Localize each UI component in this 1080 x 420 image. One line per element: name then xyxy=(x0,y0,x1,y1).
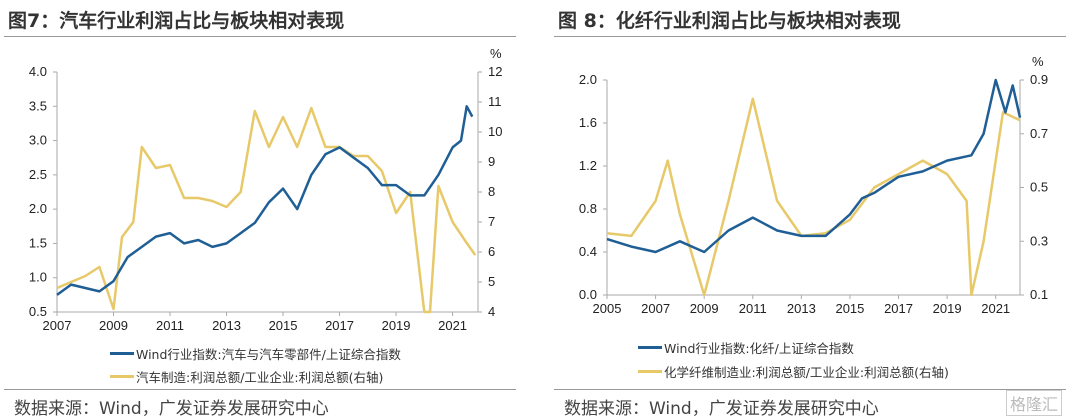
y-right-tick-label: 9 xyxy=(488,154,495,169)
y-left-tick-label: 1.0 xyxy=(29,270,47,285)
chart-title: 图7：汽车行业利润占比与板块相对表现 xyxy=(8,10,345,32)
divider xyxy=(4,36,516,37)
chart-7: 0.5 1.0 1.5 2.0 2.5 3.0 3.5 4.0 4 5 6 7 8 9 10 11 12% 200… xyxy=(29,46,503,333)
divider xyxy=(4,389,516,390)
x-tick-label: 2013 xyxy=(212,318,241,333)
x-tick-label: 2007 xyxy=(43,318,72,333)
chart-title: 图 8：化纤行业利润占比与板块相对表现 xyxy=(558,10,901,32)
y-left-tick-label: 2.0 xyxy=(579,72,597,87)
y-right-tick-label: 11 xyxy=(488,94,502,109)
watermark: 格隆汇 xyxy=(1005,390,1062,416)
y-left-tick-label: 2.5 xyxy=(29,167,47,182)
y-right-tick-label: 0.1 xyxy=(1030,287,1048,302)
x-tick-label: 2017 xyxy=(884,301,913,316)
x-tick-label: 2021 xyxy=(981,301,1010,316)
divider xyxy=(554,389,1066,390)
legend-swatch xyxy=(638,346,662,349)
y-left-tick-label: 0.4 xyxy=(579,244,597,259)
y-left-tick-label: 0.8 xyxy=(579,201,597,216)
y-left-tick-label: 3.5 xyxy=(29,98,47,113)
x-tick-label: 2019 xyxy=(382,318,411,333)
y-right-tick-label: 8 xyxy=(488,184,495,199)
legend-swatch xyxy=(638,370,662,373)
series-line-yellow xyxy=(56,106,477,314)
legend-label: Wind行业指数:化纤/上证综合指数 xyxy=(664,341,854,356)
chart-8: 0.0 0.4 0.8 1.2 1.6 2.0 0.1 0.3 0.5 0.7 0.9% 2005 20… xyxy=(579,54,1048,316)
y-right-tick-label: 0.5 xyxy=(1030,180,1048,195)
x-tick-label: 2007 xyxy=(641,301,670,316)
source-note: 数据来源：Wind，广发证券发展研究中心 xyxy=(14,399,329,419)
y-right-tick-label: 0.9 xyxy=(1030,72,1048,87)
legend-item: Wind行业指数:汽车与汽车零部件/上证综合指数 xyxy=(110,344,401,363)
y-right-unit: % xyxy=(490,46,502,61)
x-tick-label: 2015 xyxy=(835,301,864,316)
x-tick-label: 2005 xyxy=(593,301,622,316)
legend-label: 汽车制造:利润总额/工业企业:利润总额(右轴) xyxy=(136,370,384,385)
legend-item: 化学纤维制造业:利润总额/工业企业:利润总额(右轴) xyxy=(638,362,949,381)
y-left-tick-label: 0.0 xyxy=(579,287,597,302)
x-tick-label: 2009 xyxy=(99,318,128,333)
x-tick-label: 2019 xyxy=(933,301,962,316)
y-right-unit: % xyxy=(1032,54,1044,69)
x-tick-label: 2009 xyxy=(690,301,719,316)
y-left-tick-label: 3.0 xyxy=(29,133,47,148)
y-right-tick-label: 0.7 xyxy=(1030,126,1048,141)
y-right-tick-label: 4 xyxy=(488,304,495,319)
chart-panel-7: 图7：汽车行业利润占比与板块相对表现 0.5 1.0 1.5 2.0 2.5 3.0 3.5… xyxy=(0,0,520,420)
legend-swatch xyxy=(110,375,134,378)
y-left-tick-label: 4.0 xyxy=(29,64,47,79)
x-tick-label: 2015 xyxy=(269,318,298,333)
x-tick-label: 2021 xyxy=(438,318,467,333)
legend-swatch xyxy=(110,352,134,355)
series-line-blue xyxy=(606,78,1022,254)
legend-item: Wind行业指数:化纤/上证综合指数 xyxy=(638,338,854,357)
legend-item: 汽车制造:利润总额/工业企业:利润总额(右轴) xyxy=(110,367,383,386)
y-left-tick-label: 1.6 xyxy=(579,115,597,130)
y-right-tick-label: 12 xyxy=(488,64,502,79)
y-right-tick-label: 5 xyxy=(488,274,495,289)
y-left-tick-label: 1.2 xyxy=(579,158,597,173)
y-left-tick-label: 1.5 xyxy=(29,235,47,250)
y-right-tick-label: 10 xyxy=(488,124,502,139)
y-right-tick-label: 7 xyxy=(488,214,495,229)
y-left-tick-label: 0.5 xyxy=(29,304,47,319)
y-left-tick-label: 2.0 xyxy=(29,201,47,216)
legend-label: 化学纤维制造业:利润总额/工业企业:利润总额(右轴) xyxy=(664,365,949,380)
source-note: 数据来源：Wind，广发证券发展研究中心 xyxy=(564,399,879,419)
y-right-tick-label: 0.3 xyxy=(1030,233,1048,248)
x-tick-label: 2011 xyxy=(156,318,184,333)
divider xyxy=(554,36,1066,37)
y-right-tick-label: 6 xyxy=(488,244,495,259)
series-line-blue xyxy=(56,105,474,296)
chart-panel-8: 图 8：化纤行业利润占比与板块相对表现 0.0 0.4 0.8 1.2 1.6 2.0 0.… xyxy=(550,0,1070,420)
legend-label: Wind行业指数:汽车与汽车零部件/上证综合指数 xyxy=(136,347,401,362)
x-tick-label: 2013 xyxy=(787,301,816,316)
series-line-yellow xyxy=(606,97,1021,297)
x-tick-label: 2011 xyxy=(739,301,767,316)
x-tick-label: 2017 xyxy=(325,318,354,333)
